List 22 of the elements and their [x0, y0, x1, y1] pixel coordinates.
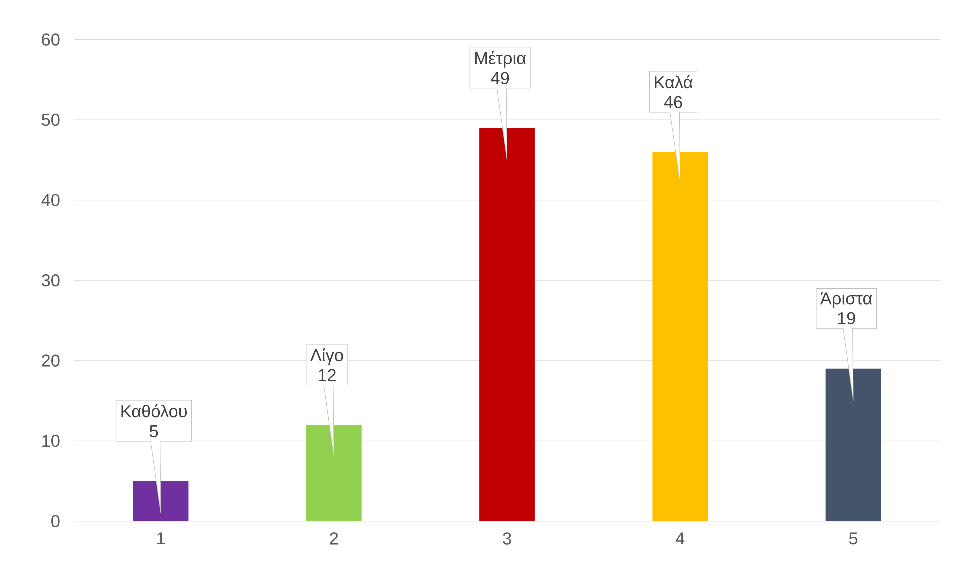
y-tick-label: 0: [52, 515, 60, 528]
data-label: 19: [838, 312, 856, 325]
y-tick-label: 30: [42, 274, 60, 287]
x-tick-label: 4: [676, 532, 685, 545]
data-label: 49: [491, 72, 510, 84]
annotation: Καθόλου: [122, 404, 188, 418]
y-tick-label: 10: [42, 434, 60, 448]
annotation: Καλά: [655, 75, 693, 89]
y-tick-label: 60: [42, 34, 60, 46]
annotation: Μέτρια: [476, 51, 526, 68]
x-tick-label: 1: [158, 532, 165, 545]
data-label: 12: [318, 369, 336, 382]
annotation: Άριστα: [820, 292, 872, 308]
y-tick-label: 40: [42, 194, 60, 206]
y-tick-label: 50: [42, 114, 60, 126]
annotation: Λίγο: [310, 348, 344, 365]
y-tick-label: 20: [42, 354, 60, 367]
data-label: 46: [664, 96, 682, 108]
x-tick-label: 5: [849, 532, 858, 545]
x-tick-label: 3: [503, 532, 512, 545]
data-label: 5: [150, 425, 158, 438]
x-tick-label: 2: [330, 532, 338, 545]
